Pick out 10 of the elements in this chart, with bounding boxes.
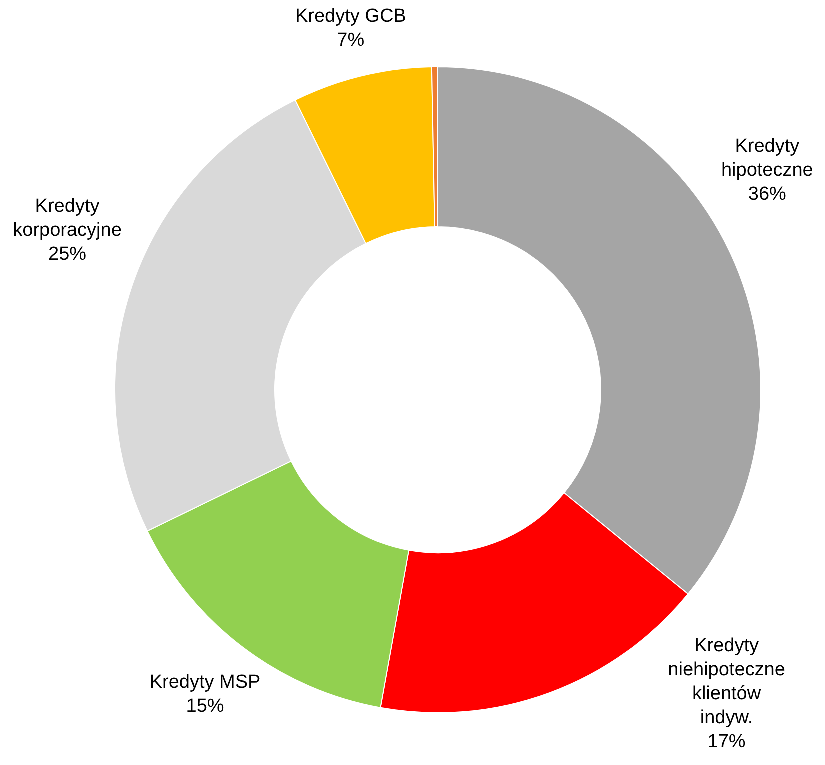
data-label: 15% (186, 696, 224, 718)
slice-label: Kredyty GCB (295, 6, 406, 28)
slice-label: Kredyty korporacyjne (13, 196, 122, 242)
data-label: 25% (48, 244, 87, 266)
data-label: 7% (337, 30, 365, 52)
data-label: 36% (748, 184, 787, 205)
slice-label: Kredyty hipoteczne (721, 136, 814, 181)
slice-label: Kredyty MSP (150, 672, 261, 694)
slice-label: Kredyty niehipoteczne klientów indyw. (668, 636, 786, 729)
data-label: 17% (708, 732, 746, 753)
